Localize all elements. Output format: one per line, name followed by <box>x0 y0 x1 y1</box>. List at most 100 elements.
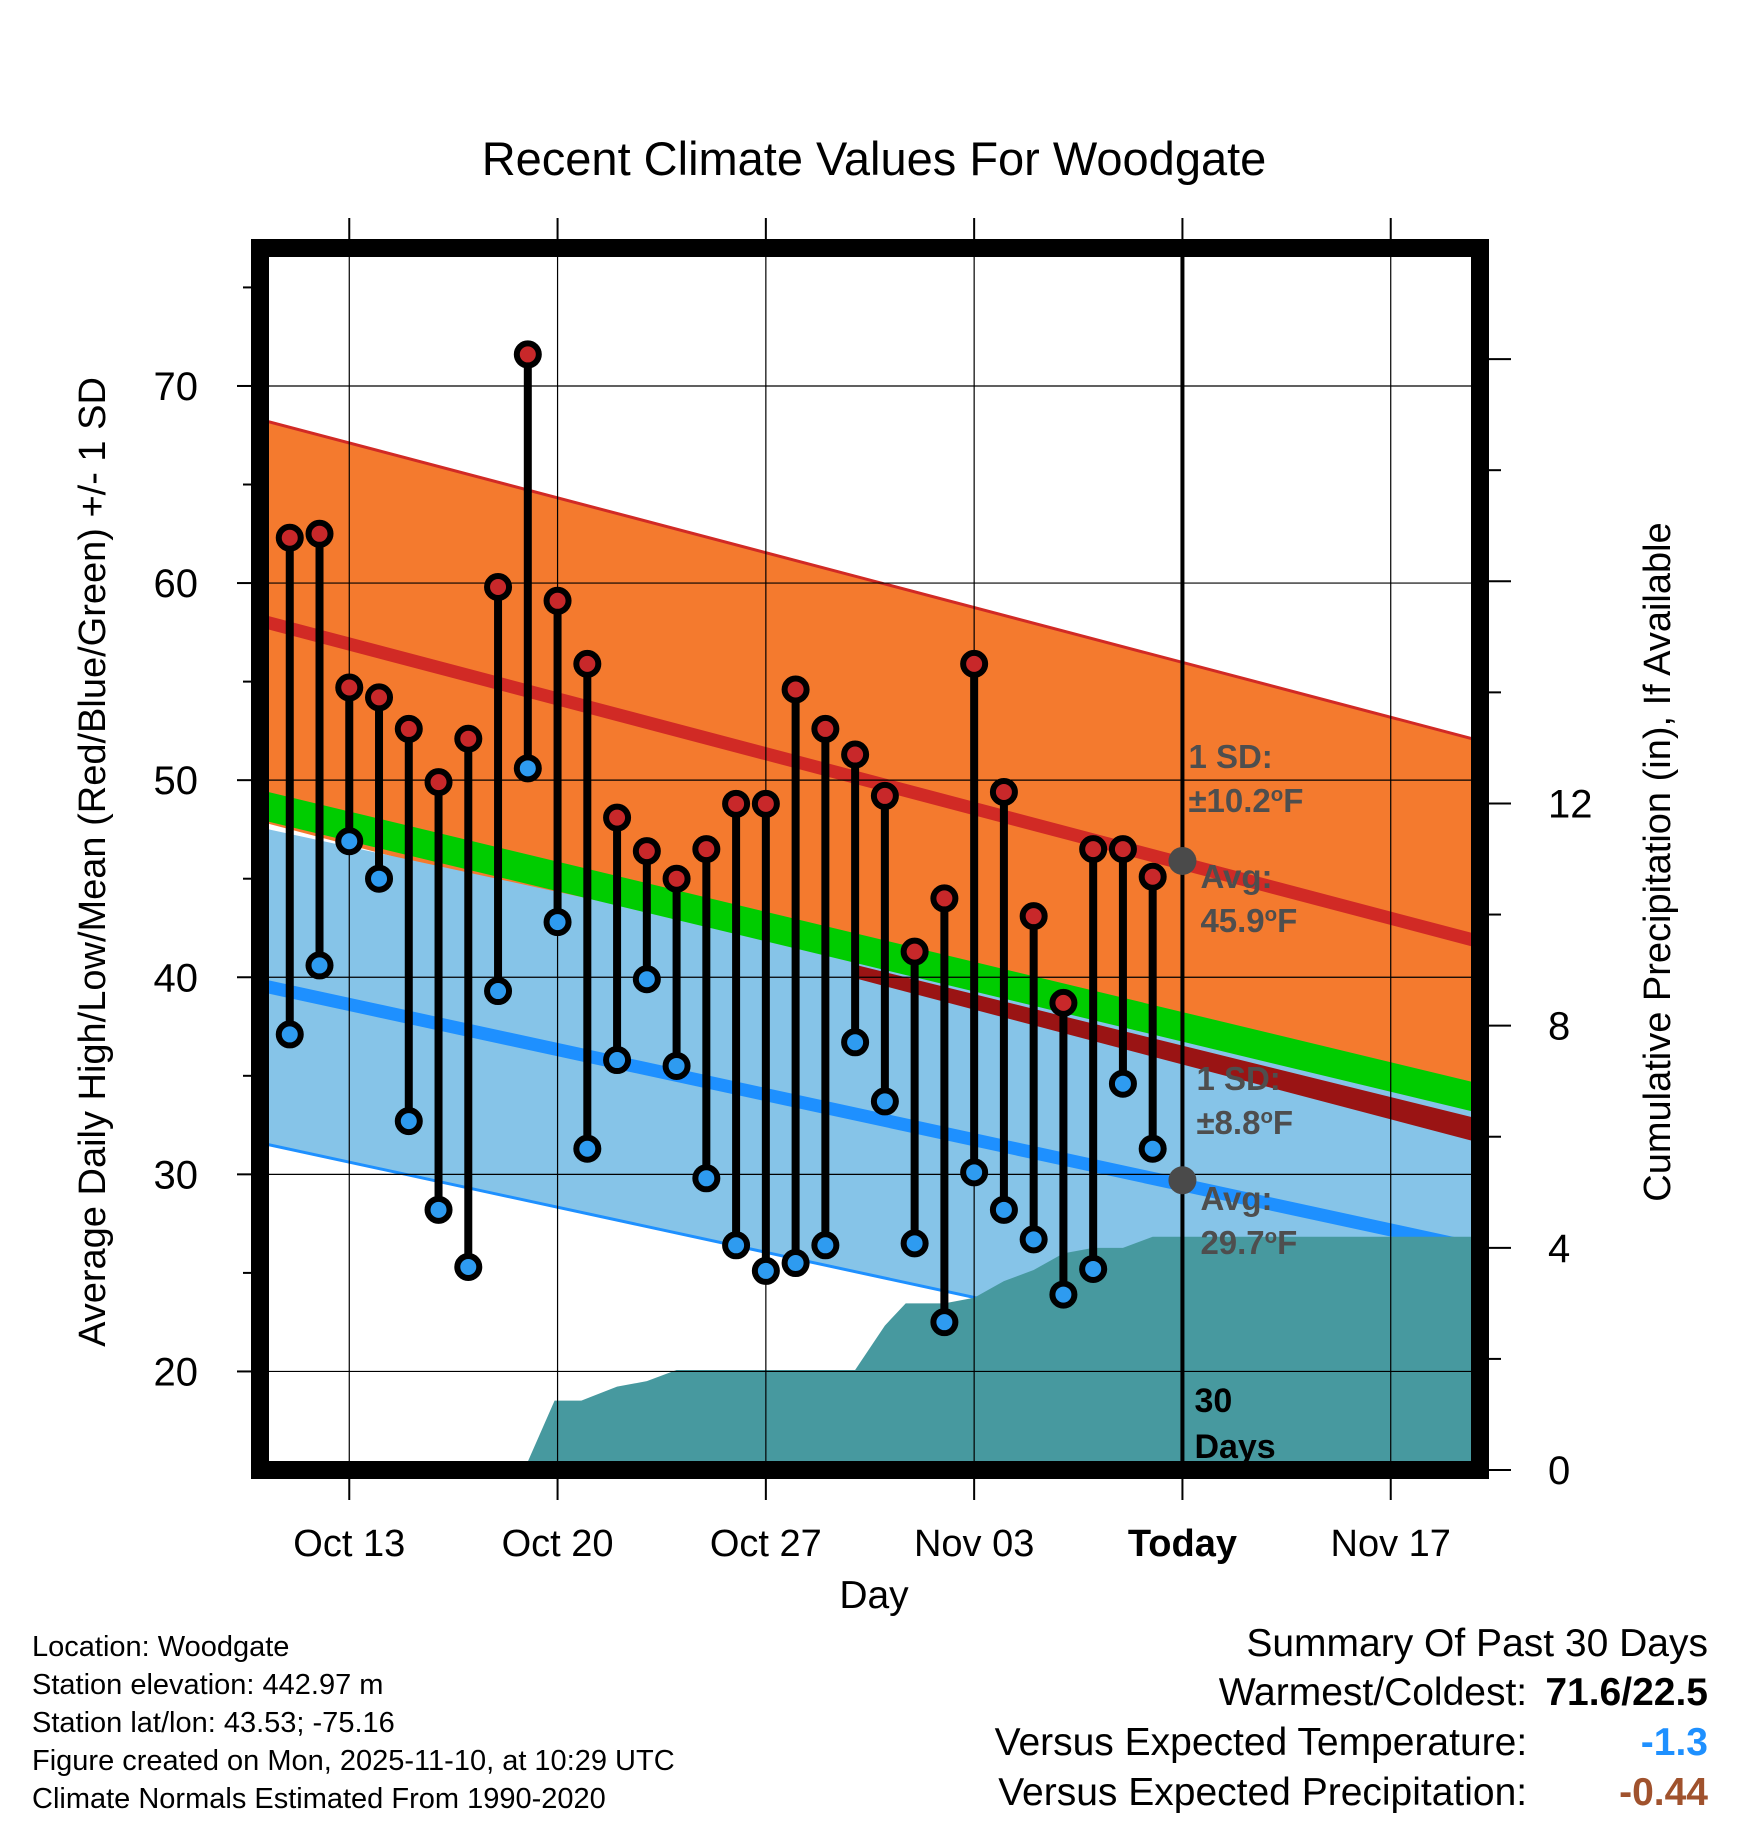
created-text: Figure created on Mon, 2025-11-10, at 10… <box>32 1745 675 1777</box>
precip-anomaly-label: Versus Expected Precipitation: <box>998 1771 1528 1814</box>
low-point <box>1049 1280 1078 1309</box>
low-sd-value: ±8.8oF <box>1196 1104 1293 1141</box>
climate-chart: Recent Climate Values For Woodgate 1 SD:… <box>72 132 1679 1617</box>
low-point <box>841 1028 870 1057</box>
high-sd-value: ±10.2oF <box>1188 782 1303 819</box>
low-point <box>781 1249 810 1278</box>
low-point <box>365 864 394 893</box>
high-point <box>811 714 840 743</box>
period-number: 30 <box>1194 1382 1232 1420</box>
low-point <box>870 1087 899 1116</box>
precip-anomaly-value: -0.44 <box>1619 1771 1708 1814</box>
low-point <box>573 1134 602 1163</box>
low-point <box>1079 1254 1108 1283</box>
high-point <box>394 714 423 743</box>
high-avg-line <box>260 614 1480 949</box>
y-tick-label: 40 <box>154 956 199 1000</box>
low-avg-marker <box>1168 1166 1197 1195</box>
high-point <box>1019 902 1048 931</box>
x-tick-label: Nov 17 <box>1331 1523 1451 1565</box>
high-point <box>781 675 810 704</box>
deficit-region <box>855 964 1480 1143</box>
low-point <box>275 1020 304 1049</box>
high-avg-label: Avg: <box>1200 858 1272 895</box>
high-point <box>484 573 513 602</box>
warmest-coldest-label: Warmest/Coldest: <box>1218 1671 1528 1714</box>
high-sd-upper-line <box>260 418 1480 743</box>
summary-panel: Summary Of Past 30 Days Warmest/Coldest:… <box>995 1620 1708 1818</box>
high-point <box>365 683 394 712</box>
low-point <box>543 908 572 937</box>
y-tick-label: 30 <box>154 1153 199 1197</box>
low-point <box>900 1229 929 1258</box>
high-point <box>870 781 899 810</box>
low-avg-line <box>260 978 1480 1256</box>
high-point <box>751 789 780 818</box>
high-point <box>573 649 602 678</box>
elevation-text: Station elevation: 442.97 m <box>32 1669 384 1701</box>
high-point <box>603 803 632 832</box>
precip-area <box>260 1236 1475 1470</box>
y-tick-label: 70 <box>154 365 199 409</box>
precip-anomaly-row: Versus Expected Precipitation: -0.44 <box>995 1768 1708 1818</box>
x-tick-label: Oct 27 <box>710 1523 822 1565</box>
y-axis-label: Average Daily High/Low/Mean (Red/Blue/Gr… <box>72 377 114 1347</box>
high-point <box>632 837 661 866</box>
high-avg-value: 45.9oF <box>1200 902 1297 939</box>
high-point <box>989 777 1018 806</box>
low-point <box>960 1158 989 1187</box>
high-point <box>662 864 691 893</box>
location-text: Location: Woodgate <box>32 1631 290 1663</box>
low-point <box>394 1107 423 1136</box>
x-tick-label: Today <box>1128 1523 1237 1565</box>
high-point <box>454 724 483 753</box>
high-point <box>930 884 959 913</box>
station-info: Location: Woodgate Station elevation: 44… <box>32 1628 675 1818</box>
y2-tick-label: 12 <box>1548 782 1593 826</box>
low-point <box>513 754 542 783</box>
high-point <box>960 649 989 678</box>
y-tick-label: 50 <box>154 759 199 803</box>
low-avg-value: 29.7oF <box>1200 1224 1297 1261</box>
low-point <box>632 965 661 994</box>
high-point <box>513 340 542 369</box>
high-sd-label: 1 SD: <box>1188 738 1272 775</box>
normals-text: Climate Normals Estimated From 1990-2020 <box>32 1783 606 1815</box>
low-point <box>722 1231 751 1260</box>
high-point <box>1049 988 1078 1017</box>
high-point <box>722 789 751 818</box>
low-sd-label: 1 SD: <box>1196 1060 1280 1097</box>
low-point <box>484 977 513 1006</box>
low-point <box>454 1252 483 1281</box>
period-unit: Days <box>1194 1428 1275 1466</box>
high-avg-marker <box>1168 846 1197 875</box>
low-point <box>692 1164 721 1193</box>
low-avg-label: Avg: <box>1200 1180 1272 1217</box>
x-tick-label: Oct 13 <box>293 1523 405 1565</box>
low-point <box>1138 1134 1167 1163</box>
temp-anomaly-label: Versus Expected Temperature: <box>994 1721 1528 1764</box>
high-point <box>335 673 364 702</box>
y2-axis-label: Cumulative Precipitation (in), If Availa… <box>1637 522 1679 1201</box>
temp-anomaly-value: -1.3 <box>1640 1721 1708 1764</box>
warmest-coldest-value: 71.6/22.5 <box>1545 1671 1708 1714</box>
x-tick-label: Oct 20 <box>502 1523 614 1565</box>
high-point <box>1079 835 1108 864</box>
low-point <box>811 1231 840 1260</box>
low-point <box>930 1308 959 1337</box>
high-point <box>900 937 929 966</box>
low-point <box>751 1256 780 1285</box>
high-point <box>543 586 572 615</box>
temp-anomaly-row: Versus Expected Temperature: -1.3 <box>995 1718 1708 1768</box>
y2-tick-label: 8 <box>1548 1005 1570 1049</box>
high-point <box>841 740 870 769</box>
high-point <box>1108 835 1137 864</box>
high-point <box>424 768 453 797</box>
warmest-coldest-row: Warmest/Coldest: 71.6/22.5 <box>995 1668 1708 1718</box>
low-point <box>603 1046 632 1075</box>
high-point <box>692 835 721 864</box>
low-point <box>662 1051 691 1080</box>
y-tick-label: 20 <box>154 1350 199 1394</box>
chart-title: Recent Climate Values For Woodgate <box>482 132 1267 185</box>
high-point <box>275 523 304 552</box>
